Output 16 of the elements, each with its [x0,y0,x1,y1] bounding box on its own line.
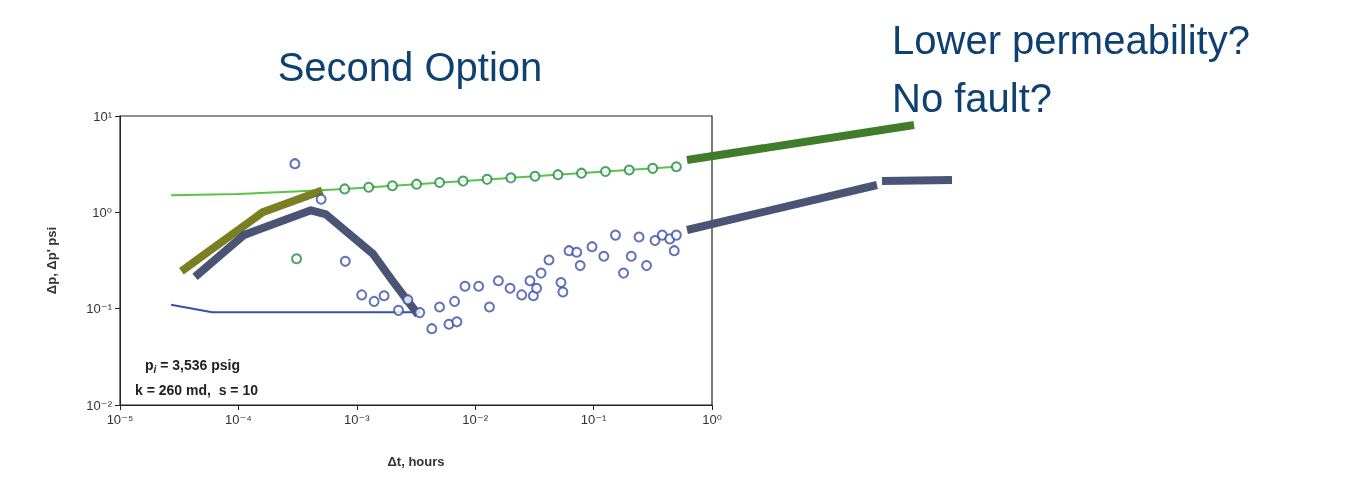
y-tick-label: 10⁻² [86,397,113,413]
x-tick-label: 10⁻¹ [580,412,608,427]
x-tick-label: 10⁰ [702,412,722,427]
x-tick-label: 10⁻² [462,412,489,427]
annotation: k = 260 md, s = 10 [135,382,259,398]
text: Lower permeability? [892,18,1250,62]
text: No fault? [892,76,1053,120]
x-tick-label: 10⁻⁴ [224,412,252,427]
x-tick-label: 10⁻⁵ [106,412,134,427]
y-tick-label: 10¹ [93,108,113,124]
y-tick-label: 10⁻¹ [86,301,113,317]
x-tick-label: 10⁻³ [343,412,371,427]
chart-title: Second Option [277,45,543,89]
y-tick-label: 10⁰ [92,204,112,220]
x-axis-title: Δt, hours [387,454,445,469]
y-axis-title: Δp, Δp' psi [44,226,59,295]
